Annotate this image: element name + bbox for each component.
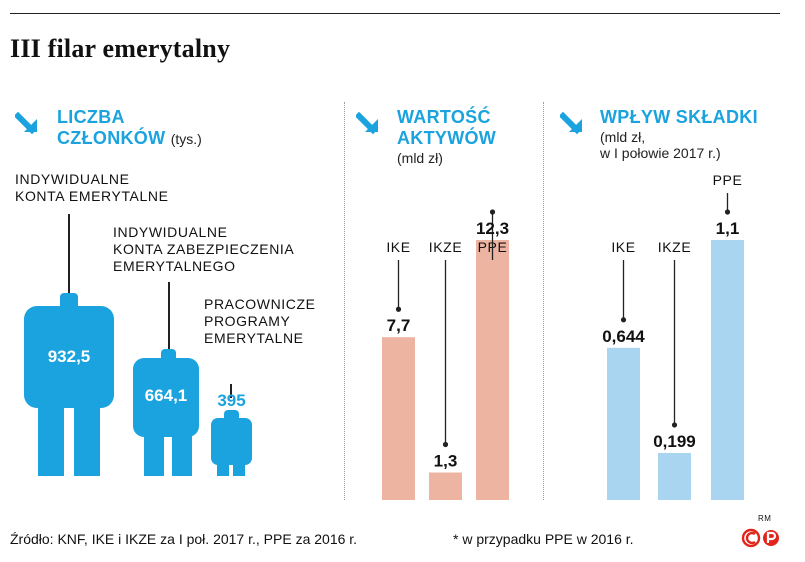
ikze-person-icon [133,282,199,476]
members-title: LICZBA CZŁONKÓW (tys.) [57,107,202,150]
assets-unit: (mld zł) [397,150,443,166]
contrib-ikze-leader-dot [671,422,678,428]
contrib-ppe-bar [711,240,744,500]
section-divider [344,102,345,500]
members-title-line2: CZŁONKÓW (tys.) [57,128,202,150]
ikze-label-line2: KONTA ZABEZPIECZENIA [113,241,295,257]
assets-ikze-bar [429,472,462,500]
ike-category-label: INDYWIDUALNE KONTA EMERYTALNE [15,171,169,205]
contrib-unit-line1: (mld zł, [600,129,646,145]
ikze-label-line3: EMERYTALNEGO [113,258,236,274]
contrib-ikze-value-label: 0,199 [653,432,696,451]
ike-label-line1: INDYWIDUALNE [15,171,130,187]
members-title-text: CZŁONKÓW [57,128,166,148]
arrow-down-right-icon [560,111,582,135]
ppe-category-label: PRACOWNICZE PROGRAMY EMERYTALNE [204,296,316,347]
contrib-title: WPŁYW SKŁADKI [600,107,758,127]
contrib-ike-category-label: IKE [611,239,635,255]
assets-ppe-leader-dot [489,209,496,215]
arrow-down-right-icon [15,111,37,135]
assets-ikze-value-label: 1,3 [434,452,458,471]
footnote: * w przypadku PPE w 2016 r. [453,531,634,547]
ppe-person-icon [211,384,252,476]
ike-label-line2: KONTA EMERYTALNE [15,188,169,204]
ike-person-icon [24,214,114,476]
assets-title: WARTOŚĆ AKTYWÓW [397,107,496,149]
ppe-value-label: 395 [217,391,246,410]
assets-ike-category-label: IKE [386,239,410,255]
ppe-label-line1: PRACOWNICZE [204,296,316,312]
contrib-ikze-category-label: IKZE [658,239,692,255]
assets-ppe-value-label: 12,3 [476,219,509,238]
assets-ike-leader-dot [395,306,402,312]
contrib-ppe-value-label: 1,1 [716,219,740,238]
contrib-ikze-bar [658,453,691,500]
contrib-bar-group: IKE 0,644 IKZE 0,199 PPE 1,1 [602,172,744,500]
contrib-ike-leader-dot [620,317,627,323]
members-unit: (tys.) [170,131,202,147]
ppe-label-line2: PROGRAMY [204,313,291,329]
contrib-ppe-category-label: PPE [713,172,743,188]
assets-ike-value-label: 7,7 [387,316,411,335]
members-title-line1: LICZBA [57,107,125,127]
assets-ikze-category-label: IKZE [429,239,463,255]
assets-ppe-bar [476,240,509,500]
author-credit: RM [758,514,772,523]
assets-title-line2: AKTYWÓW [397,128,497,148]
source-note: Źródło: KNF, IKE i IKZE za I poł. 2017 r… [10,531,358,547]
ikze-category-label: INDYWIDUALNE KONTA ZABEZPIECZENIA EMERYT… [113,224,294,275]
ike-value-label: 932,5 [47,347,91,366]
contrib-ike-value-label: 0,644 [602,327,645,346]
assets-ikze-leader-dot [442,441,449,448]
cp-logo-icon [741,528,779,548]
top-rule [10,13,780,14]
ikze-label-line1: INDYWIDUALNE [113,224,228,240]
ikze-value-label: 664,1 [144,386,188,405]
arrow-down-right-icon [356,111,378,135]
contrib-ike-bar [607,347,640,500]
ppe-label-line3: EMERYTALNE [204,330,304,346]
section-divider [543,102,544,500]
page-title: III filar emerytalny [10,34,231,63]
contrib-ppe-leader-dot [724,209,731,215]
assets-title-line1: WARTOŚĆ [397,107,491,127]
contrib-unit-line2: w I połowie 2017 r.) [600,145,721,161]
assets-ike-bar [382,337,415,500]
